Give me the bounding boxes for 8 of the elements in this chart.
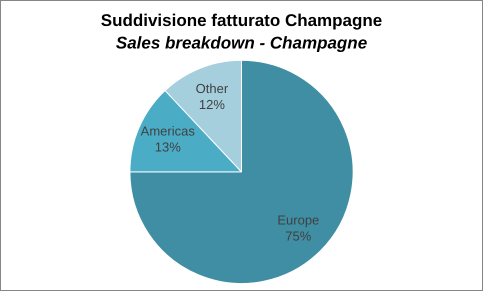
data-label: 13% (154, 140, 182, 155)
chart-title: Suddivisione fatturato Champagne (100, 10, 382, 30)
slice-label: Europe (277, 212, 320, 228)
slice-label: Other (196, 80, 229, 96)
chart-subtitle: Sales breakdown - Champagne (116, 33, 368, 52)
data-label: 75% (285, 228, 312, 244)
slice-label: Americas (140, 124, 196, 139)
data-label: 12% (198, 96, 226, 112)
